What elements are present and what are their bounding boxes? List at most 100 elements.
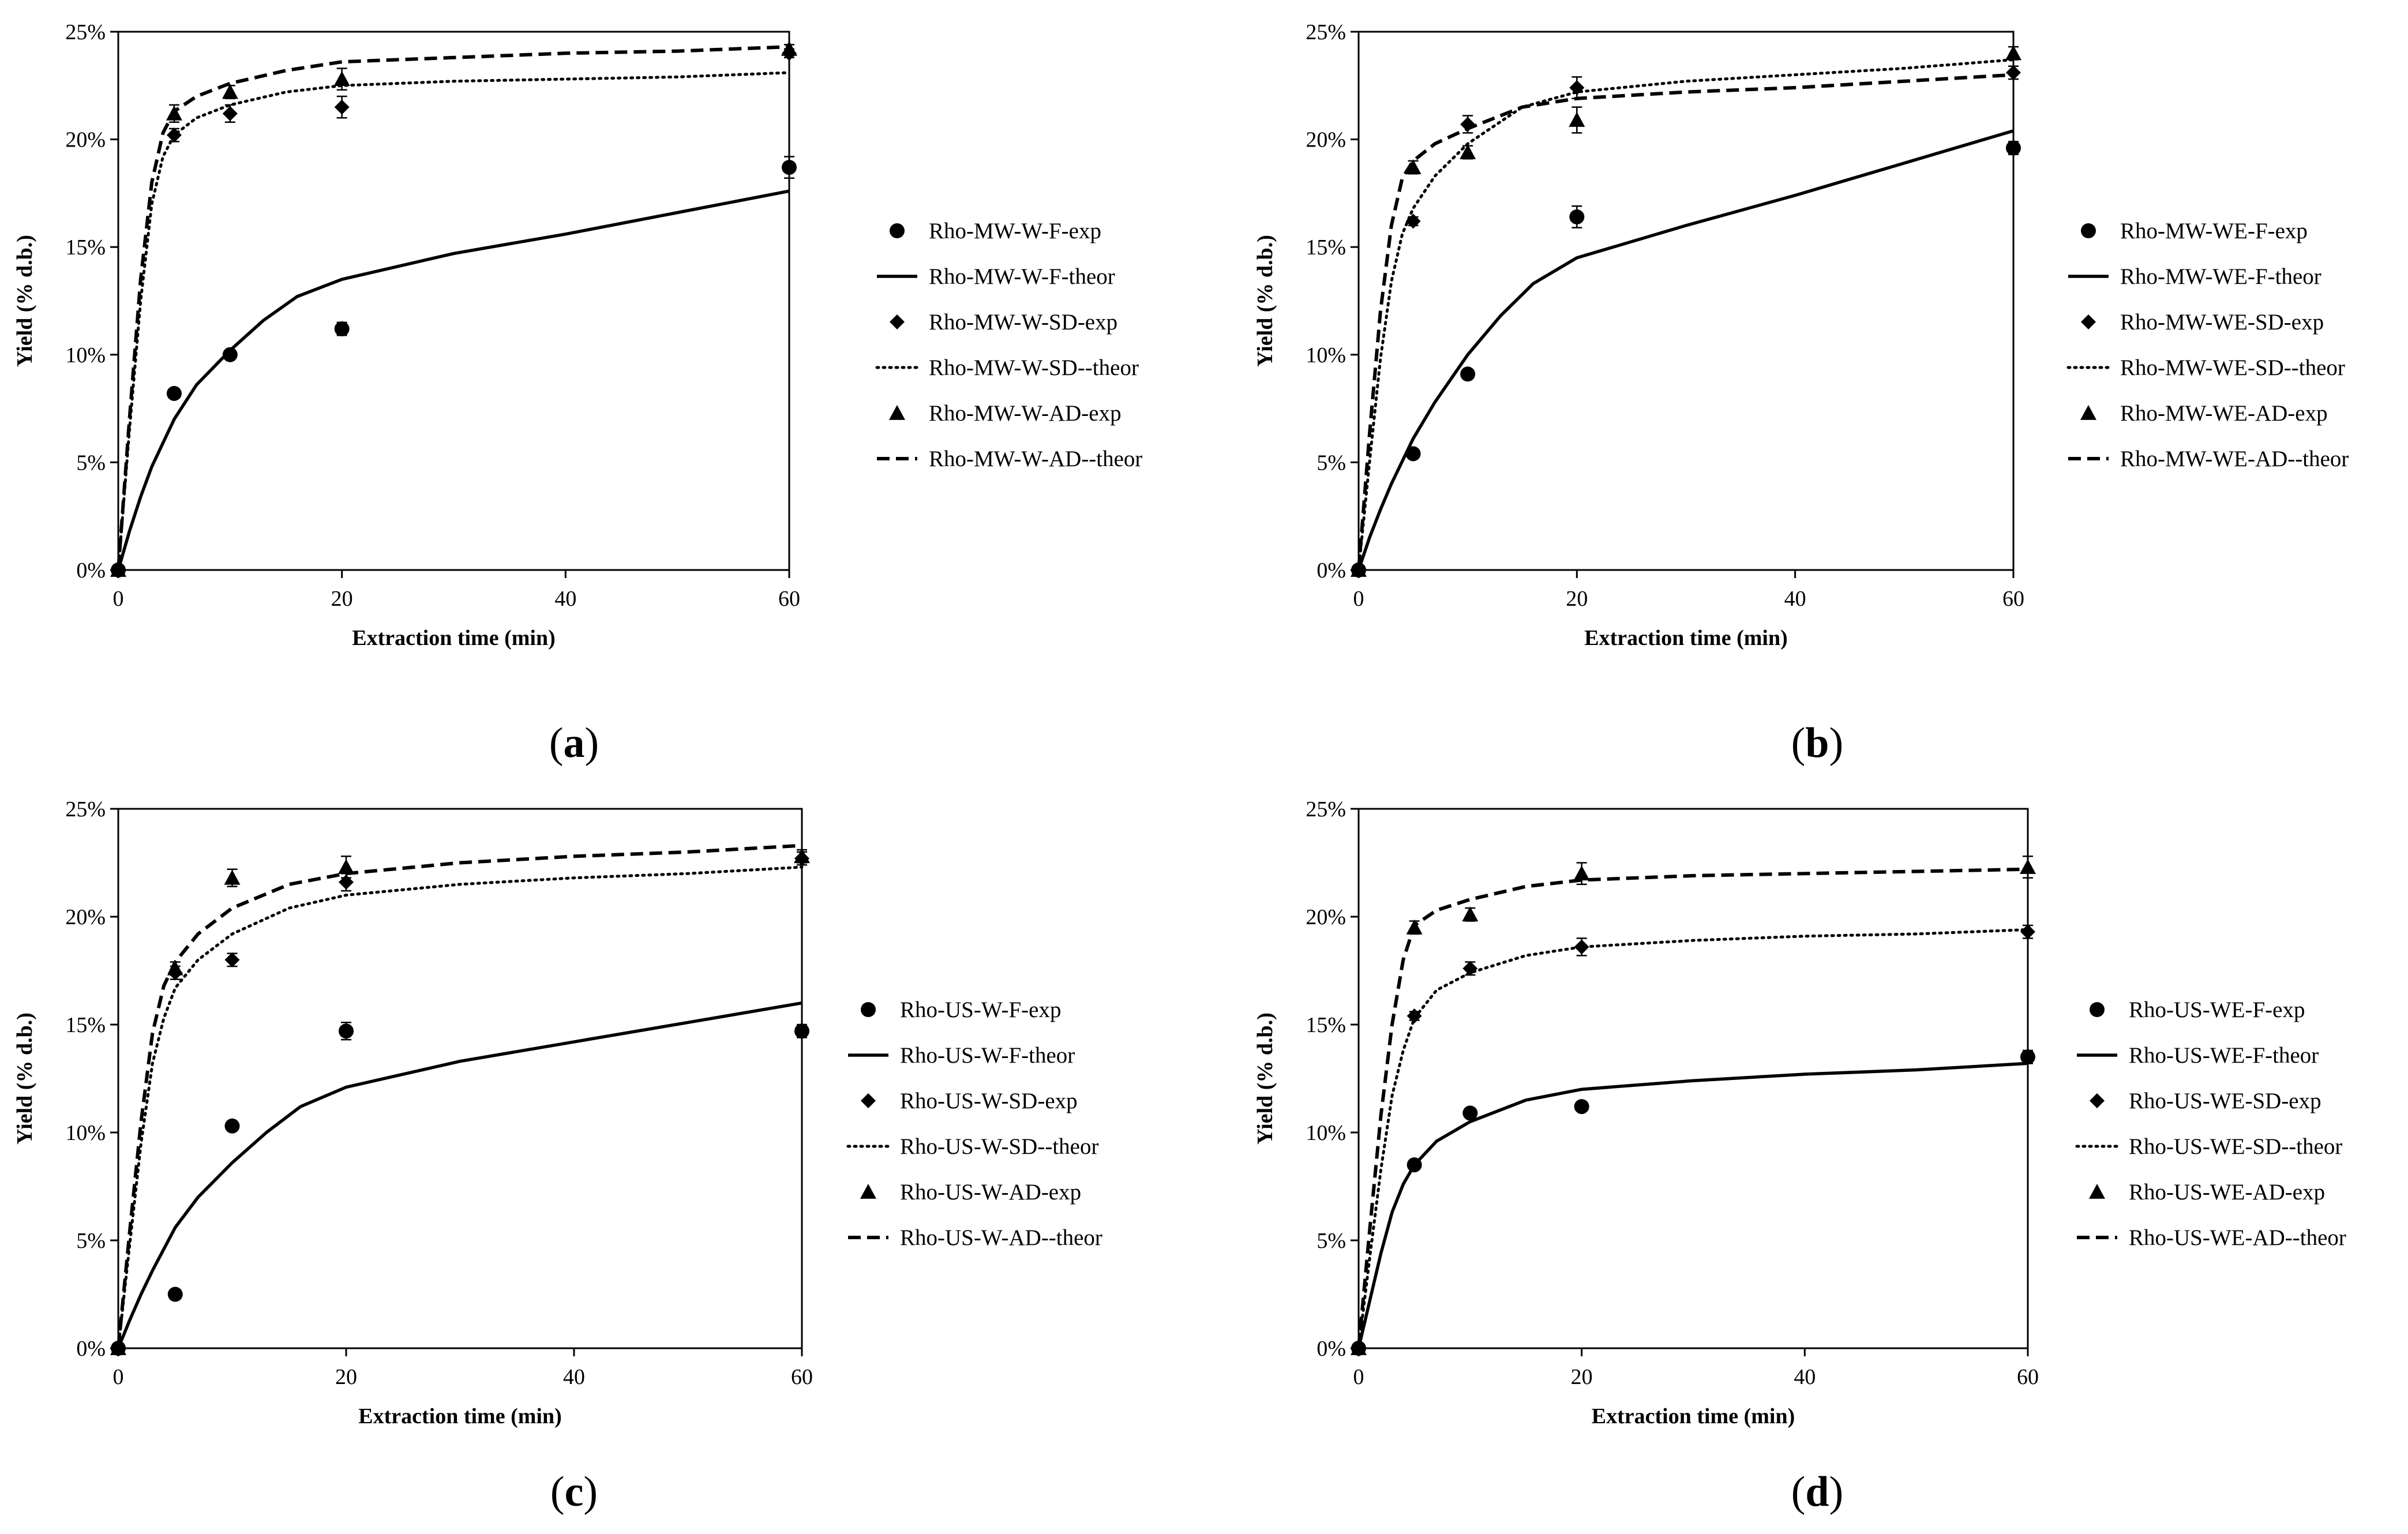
series-line-Rho-MW-W-AD--theor [117, 45, 790, 571]
data-point-triangle [1351, 562, 1367, 577]
legend-item: Rho-US-W-SD-exp [861, 1089, 1078, 1113]
legend-label: Rho-US-W-AD--theor [900, 1225, 1102, 1250]
caption-paren-open: ( [1791, 719, 1806, 767]
data-point-circle [2020, 1049, 2035, 1065]
series-points-Rho-MW-W-SD-exp [111, 46, 797, 577]
legend-marker-triangle [889, 405, 905, 420]
legend-item: Rho-MW-W-F-theor [877, 264, 1115, 289]
data-point-circle [794, 1023, 809, 1039]
data-point-circle [2006, 140, 2021, 156]
data-point-triangle [1351, 1340, 1367, 1355]
x-tick-label: 60 [778, 587, 800, 611]
panel-caption: (a) [549, 719, 599, 767]
legend-marker-circle [861, 1002, 876, 1017]
data-point-triangle [110, 1340, 126, 1355]
legend-item: Rho-US-WE-AD-exp [2089, 1180, 2325, 1205]
data-point-circle [1462, 1105, 1478, 1121]
y-tick-label: 20% [65, 128, 106, 152]
legend-item: Rho-MW-W-SD-exp [890, 310, 1117, 335]
data-point-triangle [222, 84, 238, 99]
legend-label: Rho-MW-WE-AD--theor [2120, 447, 2349, 471]
x-axis-label: Extraction time (min) [352, 626, 555, 650]
y-tick-label: 20% [1306, 905, 1346, 929]
x-axis-label: Extraction time (min) [358, 1404, 561, 1428]
series-line-Rho-MW-W-F-theor [117, 189, 790, 571]
y-tick-label: 25% [1306, 797, 1346, 822]
x-tick-label: 0 [1353, 587, 1364, 611]
legend-item: Rho-MW-WE-SD-exp [2081, 310, 2324, 335]
x-tick-label: 40 [554, 587, 576, 611]
data-point-circle [1406, 1157, 1422, 1173]
y-tick-label: 10% [65, 343, 106, 367]
caption-paren-open: ( [550, 1468, 565, 1516]
data-point-circle [334, 321, 350, 337]
data-point-triangle [338, 858, 354, 874]
panel-caption: (d) [1791, 1468, 1843, 1516]
legend-item: Rho-MW-W-F-exp [890, 219, 1101, 243]
series-line-Rho-US-W-F-theor [117, 1001, 802, 1349]
series-points-Rho-US-WE-F-exp [1351, 1049, 2035, 1356]
data-point-diamond [1569, 80, 1585, 96]
legend-marker-triangle [2080, 405, 2096, 420]
series-line-Rho-US-W-SD--theor [117, 865, 804, 1350]
series-points-Rho-MW-WE-AD-exp [1351, 45, 2021, 577]
series-points-Rho-MW-W-AD-exp [110, 40, 797, 577]
y-tick-label: 20% [1306, 128, 1346, 152]
legend-label: Rho-US-W-F-exp [900, 997, 1061, 1022]
legend-marker-diamond [890, 314, 905, 329]
data-point-circle [1460, 366, 1476, 382]
x-axis-label: Extraction time (min) [1584, 626, 1787, 650]
legend-marker-diamond [2090, 1093, 2105, 1108]
chart-panel-b: 0% 5% 10% 15% 20% 25% 0 20 40 60 Extraction time (… [1253, 20, 2349, 767]
caption-letter: b [1805, 719, 1829, 767]
series-line-Rho-US-WE-F-theor [1357, 1062, 2028, 1349]
series-points-Rho-MW-WE-F-exp [1351, 140, 2021, 577]
data-point-diamond [2020, 924, 2035, 940]
y-tick-label: 15% [1306, 1013, 1346, 1037]
data-point-triangle [1573, 865, 1590, 881]
data-point-diamond [2006, 65, 2021, 80]
x-tick-label: 20 [1571, 1365, 1593, 1389]
y-axis-label: Yield (% d.b.) [13, 1012, 37, 1145]
x-tick-label: 40 [1784, 587, 1806, 611]
legend-item: Rho-MW-W-SD--theor [875, 355, 1139, 380]
y-tick-label: 10% [1306, 1121, 1346, 1145]
y-tick-label: 5% [1316, 451, 1346, 475]
legend-label: Rho-MW-W-SD--theor [929, 355, 1139, 380]
series-line-Rho-MW-W-SD--theor [117, 71, 791, 572]
data-point-triangle [224, 869, 241, 885]
x-tick-label: 60 [2017, 1365, 2039, 1389]
legend-item: Rho-MW-W-AD-exp [889, 401, 1122, 426]
x-tick-label: 40 [1794, 1365, 1816, 1389]
legend-label: Rho-US-WE-SD-exp [2129, 1089, 2321, 1113]
data-point-diamond [224, 952, 240, 967]
chart-panel-d: 0% 5% 10% 15% 20% 25% 0 20 40 60 Extraction time (… [1253, 797, 2346, 1516]
legend-marker-diamond [861, 1093, 876, 1108]
caption-paren-close: ) [585, 719, 599, 767]
y-tick-label: 5% [1316, 1229, 1346, 1253]
x-tick-label: 0 [1353, 1365, 1364, 1389]
plot-area-frame [117, 808, 803, 1349]
data-point-diamond [1460, 117, 1476, 132]
x-tick-label: 60 [2002, 587, 2024, 611]
legend-item: Rho-US-W-SD--theor [846, 1134, 1098, 1159]
x-axis-label: Extraction time (min) [1592, 1404, 1795, 1428]
y-axis-label: Yield (% d.b.) [1253, 235, 1277, 367]
x-tick-label: 0 [113, 587, 124, 611]
plot-area-frame [117, 31, 790, 571]
data-point-triangle [1462, 906, 1479, 922]
legend: Rho-MW-W-F-exp Rho-MW-W-F-theor Rho-MW-W-S… [875, 219, 1142, 471]
legend-label: Rho-US-WE-AD-exp [2129, 1180, 2325, 1205]
data-point-diamond [1406, 1008, 1422, 1024]
series-line-Rho-MW-WE-AD--theor [1357, 73, 2014, 571]
data-point-diamond [222, 106, 238, 121]
y-tick-label: 5% [76, 1229, 106, 1253]
data-point-triangle [166, 105, 182, 121]
legend-item: Rho-US-W-AD--theor [848, 1225, 1102, 1250]
legend: Rho-US-W-F-exp Rho-US-W-F-theor Rho-US-W-S… [846, 997, 1102, 1250]
data-point-circle [782, 160, 797, 175]
series-points-Rho-US-W-AD-exp [110, 848, 810, 1355]
series-line-Rho-US-W-AD--theor [117, 843, 802, 1349]
caption-letter: a [564, 719, 585, 767]
